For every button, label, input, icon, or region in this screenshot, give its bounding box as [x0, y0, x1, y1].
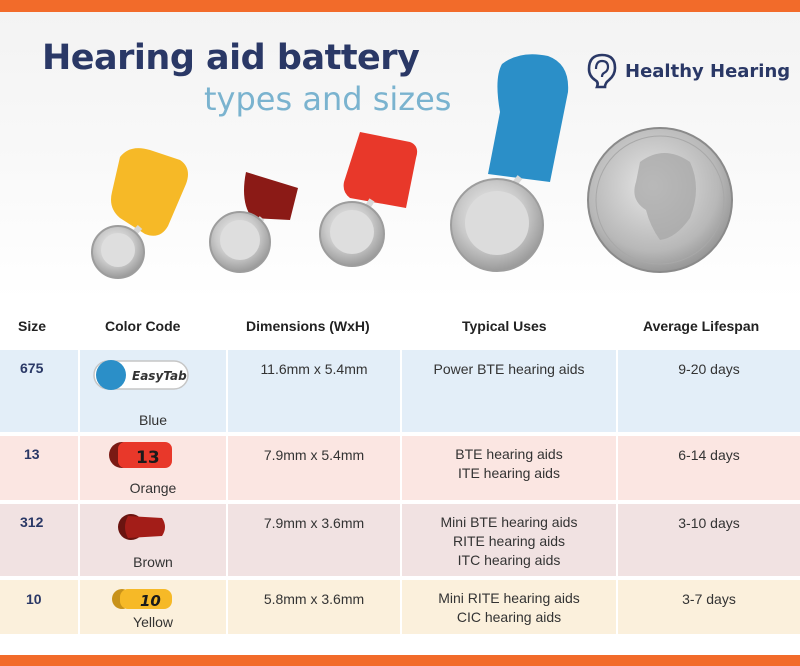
use-item: CIC hearing aids [456, 609, 562, 625]
yellow-battery-10-icon: 10 [112, 589, 172, 610]
use-item: Power BTE hearing aids [433, 361, 585, 377]
use-item: Mini BTE hearing aids [440, 514, 578, 530]
lifespan: 6-14 days [678, 447, 740, 463]
lifespan: 9-20 days [678, 361, 740, 377]
size-label: 675 [20, 360, 44, 376]
battery-312-photo [209, 172, 298, 273]
table-row: 13 13 Orange 7.9mm x 5.4mm BTE hearing a… [0, 436, 800, 500]
dimensions: 5.8mm x 3.6mm [263, 591, 365, 607]
orange-battery-13-icon: 13 [109, 442, 172, 468]
typical-uses: Power BTE hearing aids [402, 360, 616, 379]
lifespan: 3-10 days [678, 515, 740, 531]
typical-uses: BTE hearing aids ITE hearing aids [402, 445, 616, 483]
column-header-color-code: Color Code [105, 318, 181, 334]
lifespan: 3-7 days [682, 591, 736, 607]
color-name: Brown [133, 554, 173, 570]
column-header-lifespan: Average Lifespan [643, 318, 760, 334]
brand-name: Healthy Hearing [625, 60, 791, 82]
bottom-accent-bar [0, 655, 800, 666]
top-accent-bar [0, 0, 800, 12]
brown-battery-312-icon [118, 514, 165, 540]
color-name: Yellow [133, 614, 173, 630]
color-name: Blue [138, 412, 168, 428]
table-row: 675 EasyTab Blue 11.6mm x 5.4mm Power BT… [0, 350, 800, 432]
use-item: BTE hearing aids [455, 446, 563, 462]
dime-coin-photo [587, 127, 733, 273]
color-name: Orange [129, 480, 177, 496]
size-label: 10 [26, 591, 42, 607]
battery-10-photo [91, 148, 188, 279]
tab-number: 10 [140, 592, 161, 610]
brand-logo[interactable]: Healthy Hearing [585, 52, 790, 90]
ear-icon [587, 53, 617, 89]
table-row: 312 Brown 7.9mm x 3.6mm Mini BTE hearing… [0, 504, 800, 576]
column-header-dimensions: Dimensions (WxH) [246, 318, 370, 334]
use-item: ITC hearing aids [457, 552, 561, 568]
dimensions: 11.6mm x 5.4mm [260, 361, 368, 377]
batteries-photo [91, 54, 733, 279]
size-label: 312 [20, 514, 44, 530]
use-item: RITE hearing aids [452, 533, 566, 549]
easytab-label: EasyTab [132, 369, 187, 383]
blue-easytab-battery-icon: EasyTab [93, 360, 189, 390]
page-title: Hearing aid battery [42, 38, 420, 78]
column-header-typical-uses: Typical Uses [462, 318, 547, 334]
dimensions: 7.9mm x 3.6mm [263, 515, 365, 531]
size-label: 13 [24, 446, 40, 462]
page-subtitle: types and sizes [204, 80, 452, 118]
battery-13-photo [319, 132, 418, 267]
table-row: 10 10 Yellow 5.8mm x 3.6mm Mini RITE hea… [0, 580, 800, 634]
hero-photo-area: Hearing aid battery types and sizes Heal… [0, 12, 800, 300]
use-item: ITE hearing aids [458, 465, 560, 481]
column-header-size: Size [18, 318, 47, 334]
typical-uses: Mini RITE hearing aids CIC hearing aids [402, 589, 616, 627]
tab-number: 13 [136, 448, 160, 468]
table-header: Size Color Code Dimensions (WxH) Typical… [0, 318, 800, 346]
use-item: Mini RITE hearing aids [438, 590, 580, 606]
dimensions: 7.9mm x 5.4mm [263, 447, 365, 463]
typical-uses: Mini BTE hearing aids RITE hearing aids … [402, 513, 616, 570]
battery-675-photo [450, 54, 569, 272]
